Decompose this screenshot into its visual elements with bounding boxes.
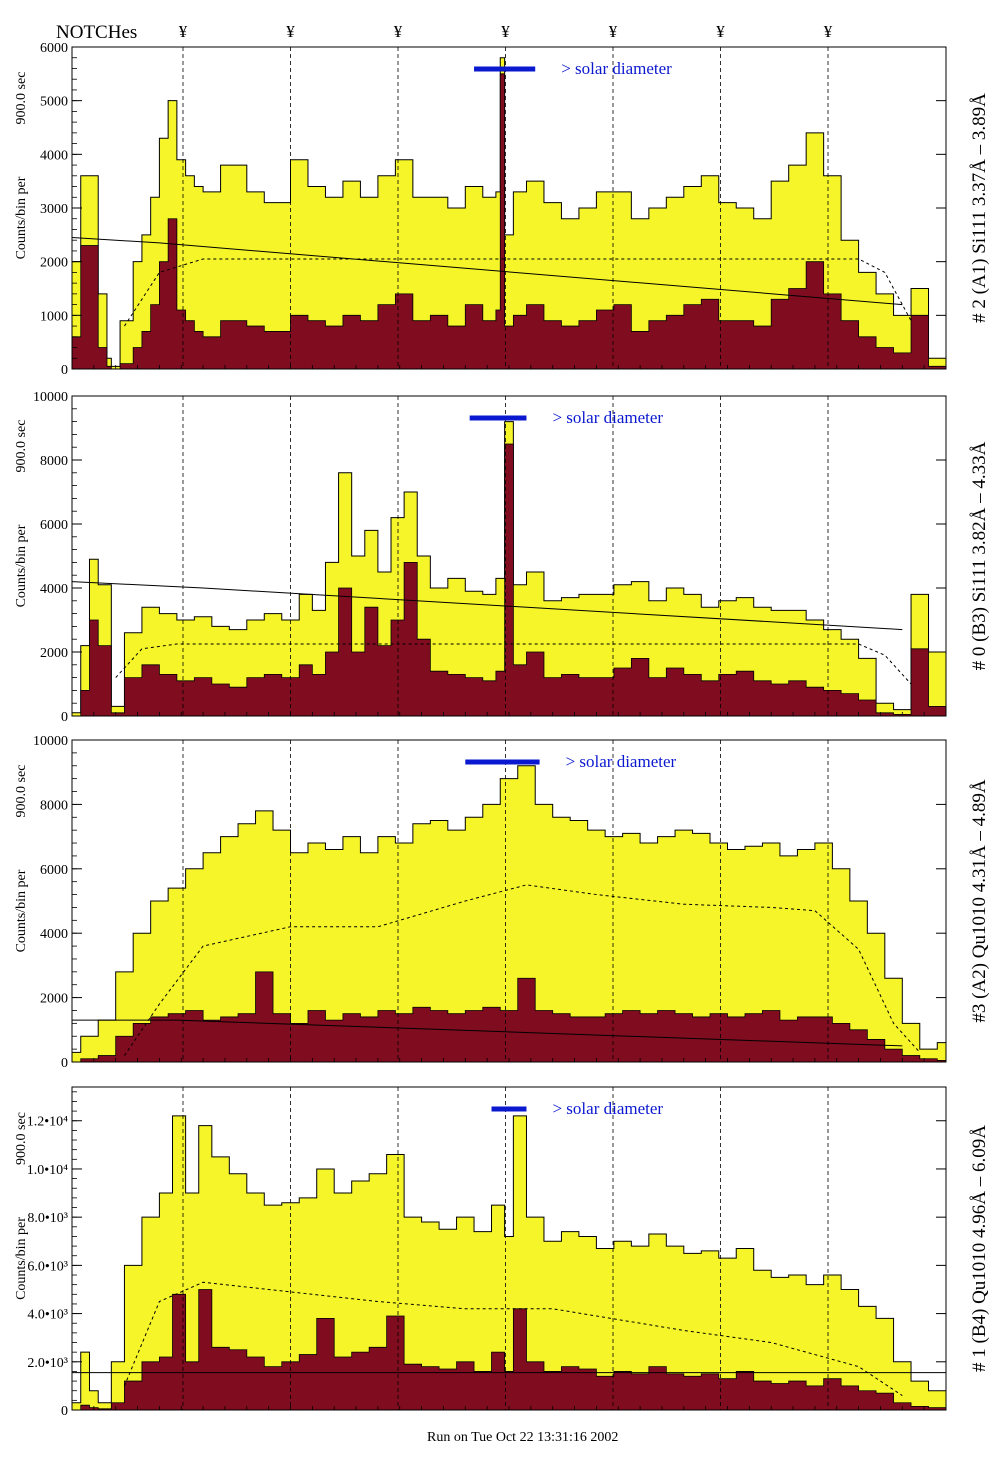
mean-curve <box>124 884 921 1056</box>
y-tick-label: 4000 <box>40 582 68 597</box>
y-axis-label: Counts/bin per <box>14 176 29 259</box>
fit-line <box>72 237 903 306</box>
notch-marker-3: ¥ <box>394 22 403 41</box>
solar-diameter-label: > solar diameter <box>566 752 677 771</box>
panel-1: 0 1000 2000 3000 4000 5000 6000 Counts/bin per 9… <box>14 41 990 378</box>
y-tick-label: 1.2•10⁴ <box>27 1115 68 1130</box>
notch-markers: ¥ ¥ ¥ ¥ ¥ ¥ ¥ <box>179 22 833 41</box>
y-axis-label-exposure: 900.0 sec <box>14 72 29 125</box>
solar-diameter-label: > solar diameter <box>552 1099 663 1118</box>
notch-marker-4: ¥ <box>501 22 510 41</box>
y-tick-label: 4000 <box>40 148 68 163</box>
fit-line <box>72 1019 903 1047</box>
y-tick-label: 10000 <box>33 734 68 749</box>
y-tick-label: 2000 <box>40 256 68 271</box>
y-tick-label: 5000 <box>40 95 68 110</box>
y-axis-label: Counts/bin per <box>14 524 29 607</box>
run-label: Run on Tue Oct 22 13:31:16 2002 <box>427 1430 618 1445</box>
y-tick-label: 0 <box>61 1056 68 1071</box>
y-tick-label: 8000 <box>40 798 68 813</box>
fit-line <box>72 581 903 631</box>
y-tick-label: 8.0•10³ <box>27 1211 68 1226</box>
y-axis-label-exposure: 900.0 sec <box>14 1112 29 1165</box>
plot-area <box>72 1115 946 1410</box>
y-tick-label: 8000 <box>40 454 68 469</box>
y-tick-label: 2000 <box>40 646 68 661</box>
solar-diameter-label: > solar diameter <box>552 408 663 427</box>
notch-marker-7: ¥ <box>824 22 833 41</box>
sub-histogram <box>72 1289 946 1410</box>
notch-marker-1: ¥ <box>179 22 188 41</box>
panel-title: #3 (A2) Qu1010 4.31Å – 4.89Å <box>969 779 990 1023</box>
y-tick-label: 6.0•10³ <box>27 1259 68 1274</box>
y-axis-label-exposure: 900.0 sec <box>14 420 29 473</box>
y-tick-label: 6000 <box>40 863 68 878</box>
y-tick-label: 0 <box>61 1404 68 1419</box>
y-tick-label: 0 <box>61 363 68 378</box>
y-axis-label: Counts/bin per <box>14 869 29 952</box>
panel-2: 0 2000 4000 6000 8000 10000 Counts/bin per 900.… <box>14 390 990 725</box>
y-axis-label: Counts/bin per <box>14 1217 29 1300</box>
panel-3: 0 2000 4000 6000 8000 10000 Counts/bin per 900.… <box>14 734 990 1071</box>
y-tick-label: 3000 <box>40 202 68 217</box>
mean-curve <box>123 1281 903 1396</box>
panel-4: 0 2.0•10³ 4.0•10³ 6.0•10³ 8.0•10³ 1.0•10⁴ 1.2•… <box>14 1086 990 1419</box>
panels: 0 1000 2000 3000 4000 5000 6000 Counts/bin per 9… <box>14 41 990 1419</box>
plot-area <box>72 765 946 1062</box>
solar-diameter-label: > solar diameter <box>561 59 672 78</box>
y-tick-label: 6000 <box>40 41 68 56</box>
notches-label: NOTCHes <box>56 22 137 43</box>
notch-marker-5: ¥ <box>609 22 618 41</box>
plot-area <box>72 57 946 369</box>
notch-marker-6: ¥ <box>716 22 725 41</box>
y-tick-label: 0 <box>61 710 68 725</box>
panel-title: # 0 (B3) Si111 3.82Å – 4.33Å <box>969 441 990 670</box>
y-tick-label: 4.0•10³ <box>27 1308 68 1323</box>
y-tick-label: 6000 <box>40 518 68 533</box>
mean-curve <box>115 643 912 685</box>
y-tick-label: 4000 <box>40 927 68 942</box>
y-tick-label: 2.0•10³ <box>27 1356 68 1371</box>
y-tick-label: 1000 <box>40 309 68 324</box>
y-tick-label: 2000 <box>40 992 68 1007</box>
panel-title: # 1 (B4) Qu1010 4.96Å – 6.09Å <box>969 1125 990 1372</box>
total-histogram <box>72 57 946 369</box>
sub-histogram <box>72 73 946 369</box>
sub-histogram <box>72 443 946 716</box>
plot-area <box>72 421 946 716</box>
y-axis-label-exposure: 900.0 sec <box>14 765 29 818</box>
panel-title: # 2 (A1) Si111 3.37Å – 3.89Å <box>969 93 990 323</box>
y-tick-label: 1.0•10⁴ <box>27 1163 68 1178</box>
notch-marker-2: ¥ <box>286 22 295 41</box>
y-tick-label: 10000 <box>33 390 68 405</box>
